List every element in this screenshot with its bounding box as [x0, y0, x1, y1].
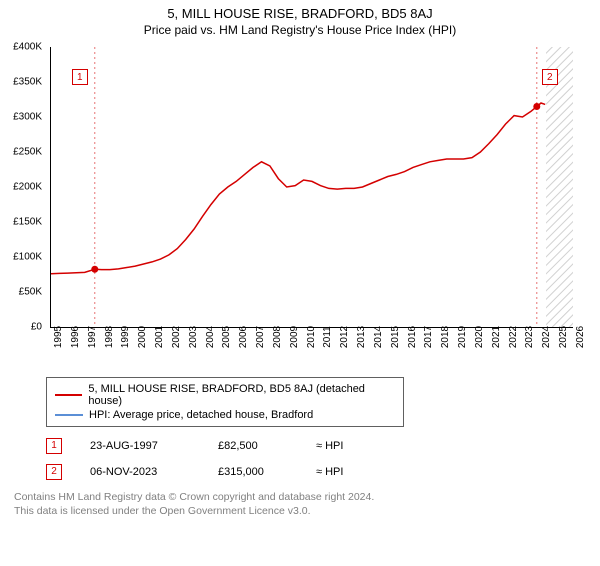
trade-table: 1 23-AUG-1997 £82,500 ≈ HPI 2 06-NOV-202…	[46, 433, 586, 485]
y-tick-label: £50K	[19, 287, 42, 298]
y-tick-label: £400K	[13, 42, 42, 53]
legend-label: 5, MILL HOUSE RISE, BRADFORD, BD5 8AJ (d…	[88, 383, 395, 407]
x-tick-label: 2023	[524, 326, 535, 348]
x-tick-label: 2017	[423, 326, 434, 348]
footer-line-2: This data is licensed under the Open Gov…	[14, 505, 311, 517]
trade-price: £82,500	[218, 440, 288, 452]
x-tick-label: 1996	[70, 326, 81, 348]
x-tick-label: 2010	[306, 326, 317, 348]
x-tick-label: 2020	[474, 326, 485, 348]
x-tick-label: 2009	[289, 326, 300, 348]
x-tick-label: 2008	[272, 326, 283, 348]
y-tick-label: £350K	[13, 77, 42, 88]
y-tick-label: £300K	[13, 112, 42, 123]
x-tick-label: 2022	[508, 326, 519, 348]
x-tick-label: 2024	[541, 326, 552, 348]
x-tick-label: 2018	[440, 326, 451, 348]
x-tick-label: 1995	[53, 326, 64, 348]
x-tick-label: 2001	[154, 326, 165, 348]
page-title: 5, MILL HOUSE RISE, BRADFORD, BD5 8AJ	[0, 6, 600, 21]
trade-date: 06-NOV-2023	[90, 466, 190, 478]
x-tick-label: 2011	[322, 326, 333, 348]
x-tick-label: 2004	[205, 326, 216, 348]
price-chart: £0 £50K £100K £150K £200K £250K £300K £350K £400…	[0, 41, 600, 371]
x-tick-label: 2026	[575, 326, 586, 348]
footer-line-1: Contains HM Land Registry data © Crown c…	[14, 491, 374, 503]
trade-row-marker: 2	[46, 464, 62, 480]
x-tick-label: 2021	[491, 326, 502, 348]
x-tick-label: 2016	[407, 326, 418, 348]
x-tick-label: 2003	[188, 326, 199, 348]
y-tick-label: £0	[31, 322, 42, 333]
x-tick-label: 2015	[390, 326, 401, 348]
x-tick-label: 2002	[171, 326, 182, 348]
y-tick-label: £200K	[13, 182, 42, 193]
trade-date: 23-AUG-1997	[90, 440, 190, 452]
x-tick-label: 2013	[356, 326, 367, 348]
x-tick-label: 1997	[87, 326, 98, 348]
plot-area	[50, 47, 573, 328]
trade-row: 2 06-NOV-2023 £315,000 ≈ HPI	[46, 459, 586, 485]
x-tick-label: 2005	[221, 326, 232, 348]
legend-row: HPI: Average price, detached house, Brad…	[55, 408, 395, 422]
x-tick-label: 2025	[558, 326, 569, 348]
trade-price: £315,000	[218, 466, 288, 478]
x-tick-label: 2000	[137, 326, 148, 348]
x-tick-label: 1999	[120, 326, 131, 348]
trade-approx: ≈ HPI	[316, 440, 343, 452]
y-tick-label: £250K	[13, 147, 42, 158]
trade-approx: ≈ HPI	[316, 466, 343, 478]
x-tick-label: 2012	[339, 326, 350, 348]
chart-legend: 5, MILL HOUSE RISE, BRADFORD, BD5 8AJ (d…	[46, 377, 404, 427]
x-tick-label: 2006	[238, 326, 249, 348]
y-tick-label: £150K	[13, 217, 42, 228]
x-tick-label: 2019	[457, 326, 468, 348]
y-tick-label: £100K	[13, 252, 42, 263]
legend-row: 5, MILL HOUSE RISE, BRADFORD, BD5 8AJ (d…	[55, 382, 395, 408]
trade-marker: 2	[542, 69, 558, 85]
trade-row-marker: 1	[46, 438, 62, 454]
x-tick-label: 2007	[255, 326, 266, 348]
legend-swatch	[55, 414, 83, 416]
x-tick-label: 1998	[104, 326, 115, 348]
trade-row: 1 23-AUG-1997 £82,500 ≈ HPI	[46, 433, 586, 459]
trade-marker: 1	[72, 69, 88, 85]
footer-attribution: Contains HM Land Registry data © Crown c…	[0, 485, 600, 518]
page-subtitle: Price paid vs. HM Land Registry's House …	[0, 23, 600, 37]
x-tick-label: 2014	[373, 326, 384, 348]
legend-label: HPI: Average price, detached house, Brad…	[89, 409, 313, 421]
legend-swatch	[55, 394, 82, 396]
